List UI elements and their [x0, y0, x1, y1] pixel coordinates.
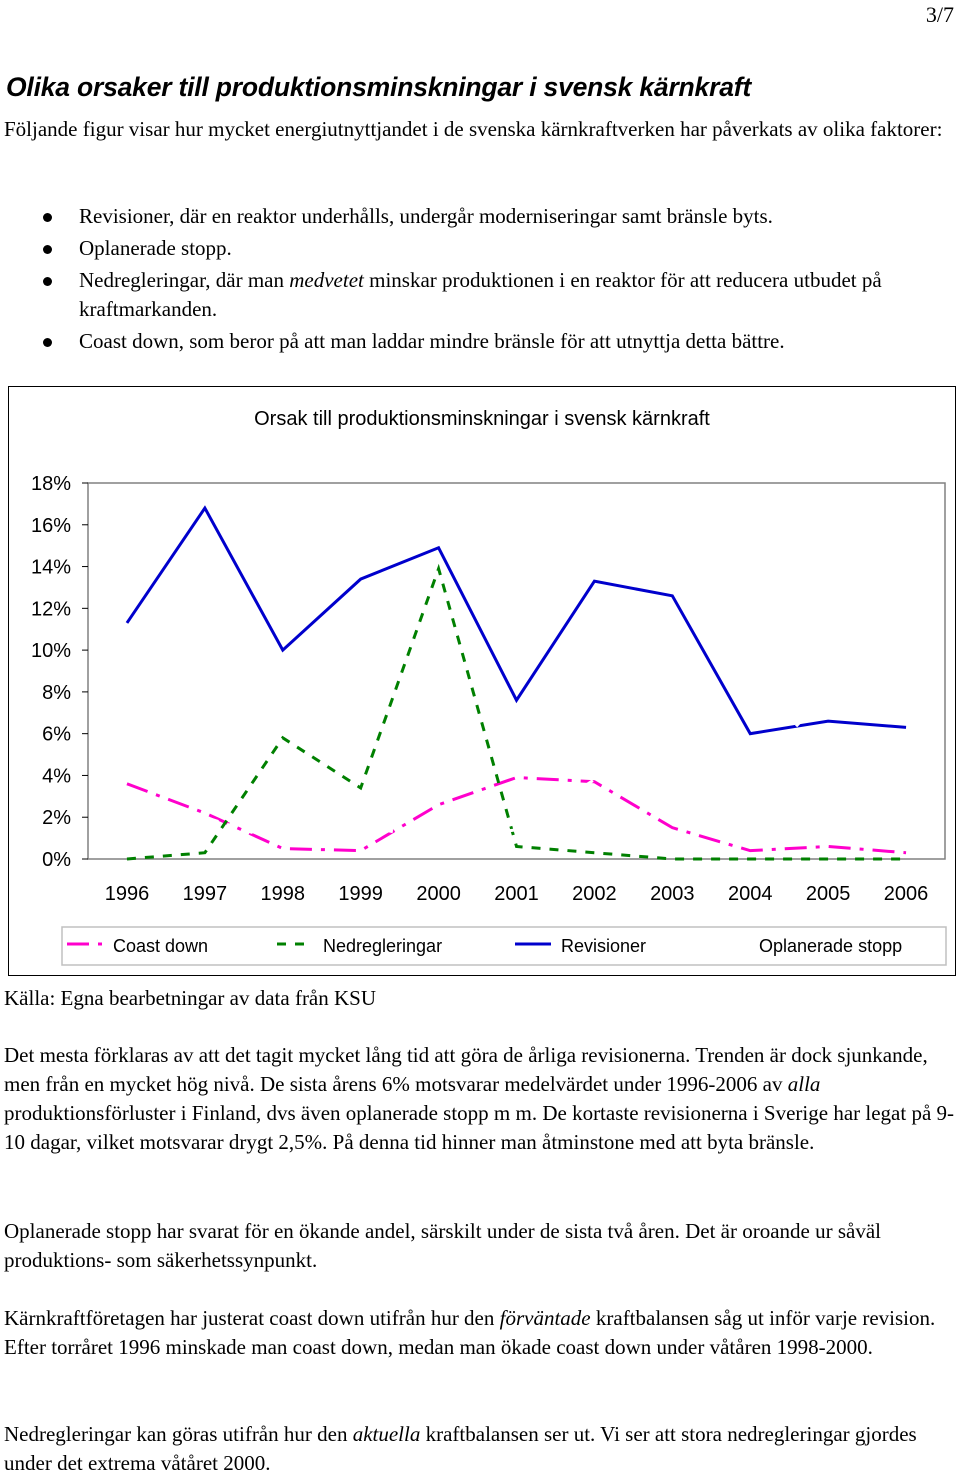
chart-canvas: Orsak till produktionsminskningar i sven… — [31, 408, 947, 966]
y-tick-label: 12% — [31, 598, 71, 620]
page-heading: Olika orsaker till produktionsminskninga… — [6, 72, 751, 102]
bullet-icon — [43, 213, 52, 222]
bullet-icon — [43, 277, 52, 286]
legend-label: Revisioner — [561, 936, 646, 956]
series-line-coast-down — [126, 776, 907, 855]
paragraph-emphasis: förväntade — [499, 1306, 591, 1330]
list-item-text: Coast down, som beror på att man laddar … — [79, 329, 785, 353]
series-line-oplanerade-stopp — [126, 652, 907, 853]
paragraph-text: kraftbalansen såg ut inför varje revisio… — [4, 1306, 936, 1359]
paragraph-coast-down: Kärnkraftföretagen har justerat coast do… — [4, 1304, 954, 1362]
legend-label: Coast down — [113, 936, 208, 956]
y-tick-label: 4% — [42, 765, 71, 787]
chart-legend — [61, 926, 947, 966]
paragraph-text: Det mesta förklaras av att det tagit myc… — [4, 1043, 928, 1096]
y-tick-label: 0% — [42, 849, 71, 871]
paragraph-emphasis: aktuella — [352, 1422, 421, 1446]
source-note: Källa: Egna bearbetningar av data från K… — [4, 986, 377, 1010]
paragraph-unplanned-stops: Oplanerade stopp har svarat för en ökand… — [4, 1219, 881, 1272]
list-item: Oplanerade stopp. — [0, 234, 950, 263]
paragraph-text: kraftbalansen ser ut. Vi ser att stora n… — [4, 1422, 917, 1475]
y-tick-label: 16% — [31, 515, 71, 537]
x-tick-label: 1996 — [105, 883, 150, 905]
list-item: Coast down, som beror på att man laddar … — [0, 327, 950, 356]
paragraph-text: Kärnkraftföretagen har justerat coast do… — [4, 1306, 500, 1330]
x-tick-label: 1998 — [261, 883, 306, 905]
x-tick-label: 1999 — [338, 883, 383, 905]
list-item: Nedregleringar, där man medvetet minskar… — [0, 266, 950, 324]
y-tick-label: 2% — [42, 807, 71, 829]
list-item-text: Oplanerade stopp. — [79, 236, 232, 260]
x-tick-label: 2000 — [416, 883, 461, 905]
x-tick-label: 2006 — [884, 883, 929, 905]
list-item-text: Revisioner, där en reaktor underhålls, u… — [79, 204, 773, 228]
x-tick-label: 1997 — [183, 883, 228, 905]
chart-title: Orsak till produktionsminskningar i sven… — [254, 408, 710, 430]
y-tick-label: 14% — [31, 557, 71, 579]
y-tick-label: 6% — [42, 724, 71, 746]
list-item-text-start: Nedregleringar, där man — [79, 268, 290, 292]
legend-label: Nedregleringar — [323, 936, 442, 956]
legend-label: Oplanerade stopp — [759, 936, 902, 956]
y-tick-label: 18% — [31, 473, 71, 495]
x-tick-label: 2002 — [572, 883, 617, 905]
cause-list: Revisioner, där en reaktor underhålls, u… — [0, 202, 950, 359]
x-tick-label: 2001 — [494, 883, 539, 905]
paragraph-emphasis: alla — [787, 1072, 821, 1096]
series-line-nedregleringar — [126, 563, 907, 861]
paragraph-text: Nedregleringar kan göras utifrån hur den — [4, 1422, 353, 1446]
x-tick-label: 2003 — [650, 883, 695, 905]
paragraph-revisions: Det mesta förklaras av att det tagit myc… — [4, 1041, 954, 1157]
page-number: 3/7 — [925, 2, 954, 27]
series-line-revisioner — [125, 505, 907, 736]
intro-paragraph: Följande figur visar hur mycket energiut… — [4, 117, 943, 141]
x-tick-label: 2004 — [728, 883, 773, 905]
list-item-text-end: minskar produktionen i en reaktor för at… — [79, 268, 882, 321]
paragraph-curtailments: Nedregleringar kan göras utifrån hur den… — [4, 1420, 954, 1478]
x-tick-label: 2005 — [806, 883, 851, 905]
list-item: Revisioner, där en reaktor underhålls, u… — [0, 202, 950, 231]
plot-area — [87, 482, 946, 860]
line-chart: Orsak till produktionsminskningar i sven… — [8, 386, 956, 976]
bullet-icon — [43, 245, 52, 254]
y-tick-label: 10% — [31, 640, 71, 662]
bullet-icon — [43, 338, 52, 347]
paragraph-text: produktionsförluster i Finland, dvs även… — [4, 1101, 955, 1154]
y-tick-label: 8% — [42, 682, 71, 704]
list-item-emphasis: medvetet — [289, 268, 364, 292]
